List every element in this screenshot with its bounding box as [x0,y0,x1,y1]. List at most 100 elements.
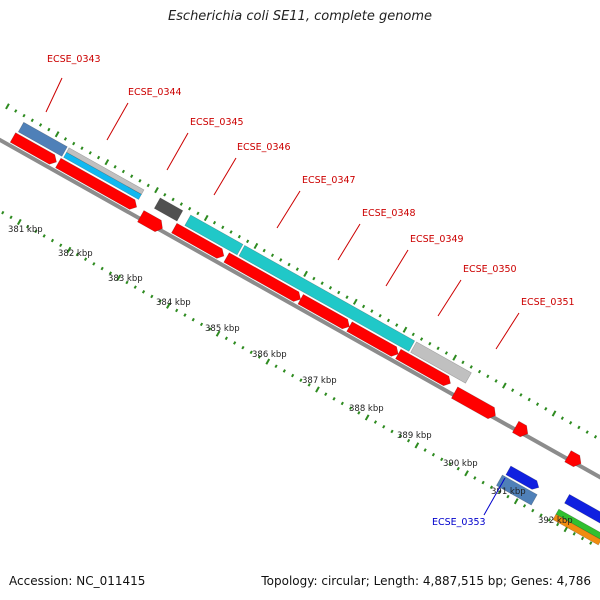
topology-summary: Topology: circular; Length: 4,887,515 bp… [261,574,591,588]
inner-tick [257,355,262,359]
gene-ecse-0351-cds [511,420,529,438]
outer-tick [154,186,159,194]
outer-tick [146,183,150,188]
kbp-label: 381 kbp [8,225,43,235]
kbp-label: 387 kbp [302,376,337,386]
outer-tick [138,178,142,183]
outer-tick [535,402,540,406]
label-leader-line [213,157,237,196]
gene-green-edge [555,508,600,540]
inner-tick [274,364,278,369]
inner-tick [208,327,212,331]
inner-tick [83,257,88,262]
gene-ecse-0351-cds2 [564,450,582,468]
inner-tick [9,215,13,220]
outer-tick [246,239,250,244]
gene-label: ECSE_0343 [47,54,101,65]
map-title: Escherichia coli SE11, complete genome [167,9,433,24]
outer-tick [486,374,490,379]
inner-tick [150,294,154,299]
inner-tick [481,480,485,485]
inner-tick [125,280,129,285]
gene-label: ECSE_0349 [410,234,464,245]
outer-tick [221,225,225,230]
outer-tick [444,351,449,355]
outer-tick [72,141,76,146]
gene-label: ECSE_0344 [128,87,182,98]
kbp-label: 383 kbp [108,274,143,284]
outer-tick [361,304,366,309]
outer-tick [104,159,110,166]
inner-tick [282,369,286,373]
gene-ecse-0344-gray [66,147,145,195]
outer-tick [47,127,51,132]
outer-tick [477,369,482,374]
gene-blue-edge [564,493,600,524]
inner-tick [348,406,353,410]
inner-tick [183,313,187,317]
gene-ecse-0343-cds [9,132,57,165]
inner-tick [556,522,560,527]
label-leader-line [495,312,520,350]
outer-tick [30,118,34,123]
outer-tick [428,341,432,346]
outer-tick [502,382,507,389]
inner-tick [16,218,22,226]
outer-tick [402,326,408,333]
inner-tick [364,414,370,421]
gene-ecse-0353-blue [505,465,540,490]
inner-tick [141,289,146,294]
inner-tick [572,531,576,536]
outer-tick [14,109,18,113]
outer-tick [22,113,26,118]
inner-tick [307,383,311,387]
inner-tick [423,448,427,452]
outer-tick [295,267,299,272]
gene-ecse-0347-feature [238,244,416,352]
outer-tick [303,270,308,277]
outer-tick [593,434,598,439]
accession-label: Accession: NC_011415 [9,574,146,588]
outer-tick [527,397,531,402]
outer-tick [320,281,324,285]
inner-tick [539,513,543,517]
gene-ecse-0344-cds [55,157,138,210]
inner-tick [431,452,436,457]
gene-ecse-0345-feature [153,197,184,222]
outer-tick [551,410,557,417]
inner-tick [373,420,378,424]
gene-ecse-0350-feature [410,341,472,384]
outer-tick [63,137,68,141]
outer-tick [38,123,43,127]
outer-tick [577,425,581,430]
inner-tick [340,401,344,406]
outer-tick [203,214,209,222]
gene-ecse-0348-cds [297,293,350,330]
outer-tick [337,290,341,295]
inner-tick [448,462,452,466]
outer-tick [345,295,349,299]
kbp-label: 386 kbp [252,350,287,360]
inner-tick [25,224,30,229]
inner-tick [116,274,122,281]
outer-tick [88,151,92,155]
inner-tick [59,243,63,248]
inner-tick [506,494,510,499]
inner-tick [75,252,79,257]
label-leader-line [483,477,506,516]
outer-tick [262,248,266,253]
gene-ecse-0347-cds [223,252,301,302]
inner-tick [513,498,519,505]
gene-label: ECSE_0353 [432,517,486,528]
outer-tick [436,346,440,351]
gene-ecse-0346-feature [184,214,244,256]
inner-tick [299,378,303,383]
outer-tick [461,360,465,365]
outer-tick [560,416,564,420]
outer-tick [469,365,473,369]
outer-tick [279,258,283,262]
outer-tick [287,262,291,267]
outer-tick [378,313,382,318]
outer-tick [386,318,391,323]
gene-label: ECSE_0350 [463,264,517,275]
